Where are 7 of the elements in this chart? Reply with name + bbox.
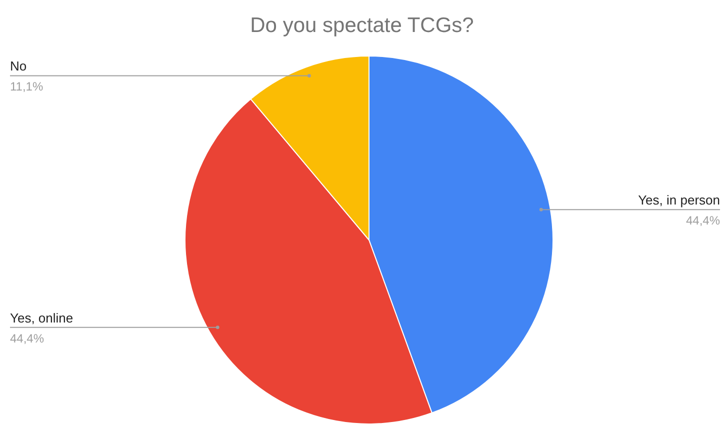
data-label: 11,1% [10, 80, 44, 94]
slice-label: Yes, in person [638, 192, 720, 208]
slice-label: No [10, 58, 27, 74]
data-label: 44,4% [10, 331, 44, 346]
slice-label: Yes, online [10, 310, 74, 326]
chart-title: Do you spectate TCGs? [250, 14, 474, 37]
data-label: 44,4% [686, 214, 720, 228]
